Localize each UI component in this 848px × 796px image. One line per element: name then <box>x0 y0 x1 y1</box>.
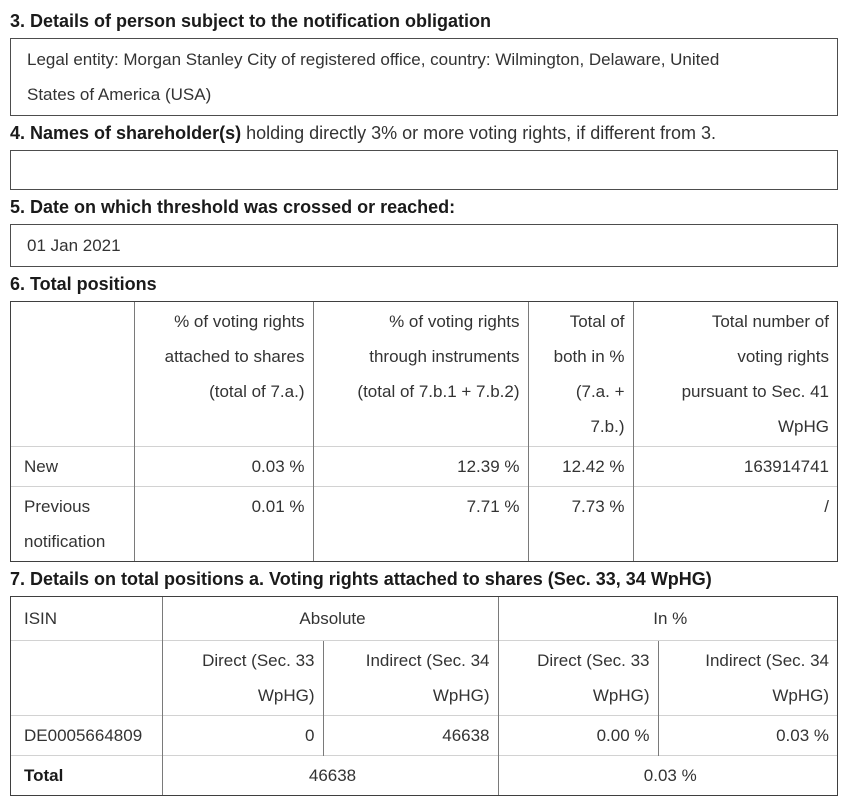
t6-header-total-both: Total of both in % (7.a. + 7.b.) <box>527 302 633 447</box>
t6-header-row: % of voting rights attached to shares (t… <box>11 302 837 447</box>
t6-new-instruments-pct: 12.39 % <box>312 446 528 487</box>
t6-row-previous: Previous notification 0.01 % 7.71 % 7.73… <box>11 486 837 561</box>
t7-total-row: Total 46638 0.03 % <box>11 755 838 795</box>
t6-new-total-pct: 12.42 % <box>527 446 633 487</box>
t6-row-new: New 0.03 % 12.39 % 12.42 % 163914741 <box>11 446 837 487</box>
t7-sub-header-row: Direct (Sec. 33 WpHG) Indirect (Sec. 34 … <box>11 640 838 716</box>
t7-isin-row: DE0005664809 0 46638 0.00 % 0.03 % <box>11 715 838 756</box>
total-positions-table: % of voting rights attached to shares (t… <box>10 301 838 562</box>
t7-subheader-empty <box>11 640 162 716</box>
t7-direct-absolute-value: 0 <box>161 715 323 756</box>
t6-header-voting-rights-instruments: % of voting rights through instruments (… <box>312 302 528 447</box>
section7-heading: 7. Details on total positions a. Voting … <box>10 569 712 589</box>
section5-date-text: 01 Jan 2021 <box>27 236 121 255</box>
section4-value-box <box>10 150 838 190</box>
t7-subheader-direct-percent: Direct (Sec. 33 WpHG) <box>497 640 659 716</box>
section5-value-box: 01 Jan 2021 <box>10 224 838 267</box>
t7-indirect-absolute-value: 46638 <box>322 715 499 756</box>
t6-new-total-voting-rights: 163914741 <box>632 446 837 487</box>
t6-previous-instruments-pct: 7.71 % <box>312 486 528 561</box>
t7-total-absolute: 46638 <box>161 755 499 795</box>
section3-value-box: Legal entity: Morgan Stanley City of reg… <box>10 38 838 116</box>
t6-new-shares-pct: 0.03 % <box>133 446 313 487</box>
t7-isin-header: ISIN <box>24 609 58 628</box>
t7-indirect-percent-value: 0.03 % <box>657 715 838 756</box>
t6-previous-shares-pct: 0.01 % <box>133 486 313 561</box>
t6-header-voting-rights-shares: % of voting rights attached to shares (t… <box>133 302 313 447</box>
t6-previous-total-pct: 7.73 % <box>527 486 633 561</box>
section3-legal-entity-text: Legal entity: Morgan Stanley City of reg… <box>27 50 720 104</box>
section4-heading-bold: 4. Names of shareholder(s) <box>10 123 242 143</box>
t7-subheader-direct-absolute: Direct (Sec. 33 WpHG) <box>161 640 323 716</box>
t6-header-empty <box>11 302 134 447</box>
t6-previous-label: Previous notification <box>11 486 134 561</box>
voting-rights-details-table: ISIN Absolute In % Direct (Sec. 33 WpHG)… <box>10 596 838 796</box>
section4-heading-rest: holding directly 3% or more voting right… <box>241 123 716 143</box>
t7-isin-value: DE0005664809 <box>11 715 162 756</box>
t7-total-label: Total <box>11 755 162 795</box>
t7-group-header-row: ISIN Absolute In % <box>11 597 838 641</box>
section6-heading: 6. Total positions <box>10 274 157 294</box>
t6-header-total-number: Total number of voting rights pursuant t… <box>632 302 837 447</box>
section3-heading: 3. Details of person subject to the noti… <box>10 11 492 31</box>
t7-absolute-header: Absolute <box>161 597 499 641</box>
t7-in-percent-header: In % <box>497 597 838 641</box>
t7-subheader-indirect-absolute: Indirect (Sec. 34 WpHG) <box>322 640 499 716</box>
section4-heading: 4. Names of shareholder(s) holding direc… <box>10 122 838 144</box>
t7-subheader-indirect-percent: Indirect (Sec. 34 WpHG) <box>657 640 838 716</box>
section5-heading: 5. Date on which threshold was crossed o… <box>10 197 456 217</box>
t6-new-label: New <box>11 446 134 487</box>
t7-direct-percent-value: 0.00 % <box>497 715 659 756</box>
t6-previous-total-voting-rights: / <box>632 486 837 561</box>
t7-total-in-percent: 0.03 % <box>497 755 838 795</box>
